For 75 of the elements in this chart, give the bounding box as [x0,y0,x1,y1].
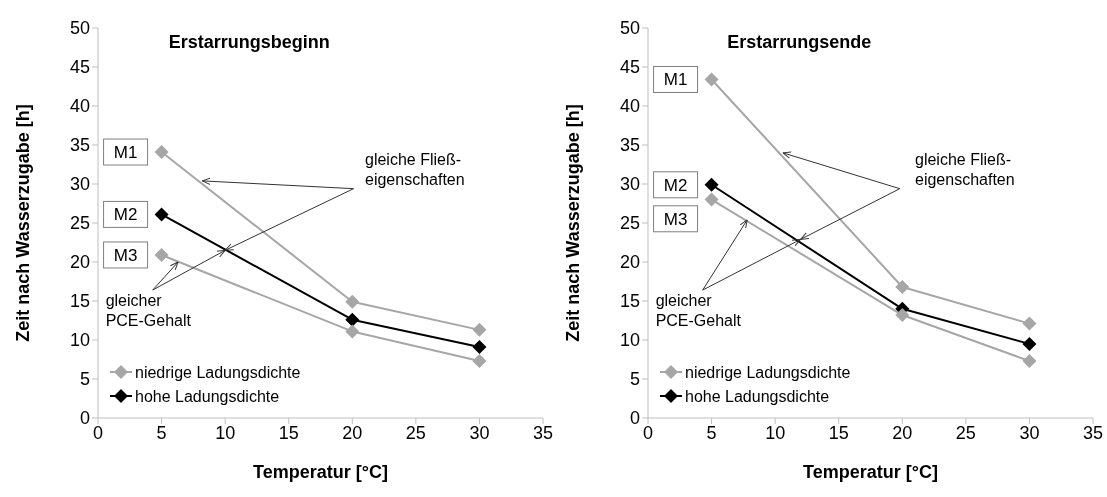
y-tick-label: 50 [69,18,90,39]
y-tick-label: 35 [619,135,640,156]
y-axis-title: Zeit nach Wasserzugabe [h] [563,104,584,342]
y-tick-label: 25 [69,213,90,234]
annotation: M1 [113,143,138,163]
y-tick-label: 0 [629,408,640,429]
point [472,340,487,355]
annotation: M2 [113,205,138,225]
x-tick-label: 35 [532,422,554,443]
point [704,192,719,207]
x-tick-label: 0 [92,422,104,443]
point [345,294,360,309]
y-tick-label: 40 [619,96,640,117]
y-tick-label: 50 [619,18,640,39]
y-tick-label: 30 [69,174,90,195]
chart-title: Erstarrungsende [727,32,872,52]
annotation: gleicher PCE-Gehalt [105,292,192,330]
annotation: M2 [663,175,688,195]
chart-title: Erstarrungsbeginn [168,32,330,52]
x-axis-title: Temperatur [°C] [253,462,388,482]
y-tick-label: 5 [79,369,90,390]
legend-label: hohe Ladungsdichte [685,388,830,405]
annotation: M3 [113,245,138,265]
x-tick-label: 10 [215,422,236,443]
point [154,145,169,160]
x-tick-label: 20 [892,422,913,443]
y-tick-label: 20 [619,252,640,273]
y-tick-label: 20 [69,252,90,273]
point [1022,336,1037,351]
annotation: gleiche Fließ- eigenschaften [365,150,465,188]
x-tick-label: 5 [156,422,167,443]
point [895,279,910,294]
point [704,72,719,87]
y-tick-label: 0 [79,408,90,429]
y-tick-label: 15 [619,291,640,312]
point [472,354,487,369]
point [154,247,169,262]
legend-label: niedrige Ladungsdichte [685,364,851,381]
y-tick-label: 15 [69,291,90,312]
point [345,312,360,327]
x-tick-label: 15 [278,422,299,443]
x-tick-label: 35 [1082,422,1104,443]
legend-label: niedrige Ladungsdichte [135,364,301,381]
x-tick-label: 25 [955,422,976,443]
annotation: gleicher PCE-Gehalt [655,292,742,330]
x-tick-label: 20 [342,422,363,443]
y-tick-label: 35 [69,135,90,156]
y-tick-label: 30 [619,174,640,195]
y-tick-label: 45 [69,57,90,78]
x-tick-label: 0 [642,422,654,443]
y-tick-label: 25 [619,213,640,234]
annotation: gleiche Fließ- eigenschaften [915,150,1015,188]
x-tick-label: 15 [828,422,849,443]
x-tick-label: 5 [706,422,717,443]
x-tick-label: 25 [405,422,426,443]
x-tick-label: 10 [765,422,786,443]
annotation: M1 [663,70,688,90]
y-tick-label: 10 [69,330,90,351]
y-tick-label: 40 [69,96,90,117]
y-tick-label: 45 [619,57,640,78]
point [895,308,910,323]
point [1022,354,1037,369]
legend-label: hohe Ladungsdichte [135,388,280,405]
y-tick-label: 5 [629,369,640,390]
x-axis-title: Temperatur [°C] [803,462,938,482]
y-tick-label: 10 [619,330,640,351]
point [472,322,487,337]
point [704,177,719,192]
x-tick-label: 30 [1019,422,1040,443]
point [154,207,169,222]
point [345,324,360,339]
annotation: M3 [663,209,688,229]
y-axis-title: Zeit nach Wasserzugabe [h] [13,104,34,342]
point [1022,316,1037,331]
x-tick-label: 30 [469,422,490,443]
